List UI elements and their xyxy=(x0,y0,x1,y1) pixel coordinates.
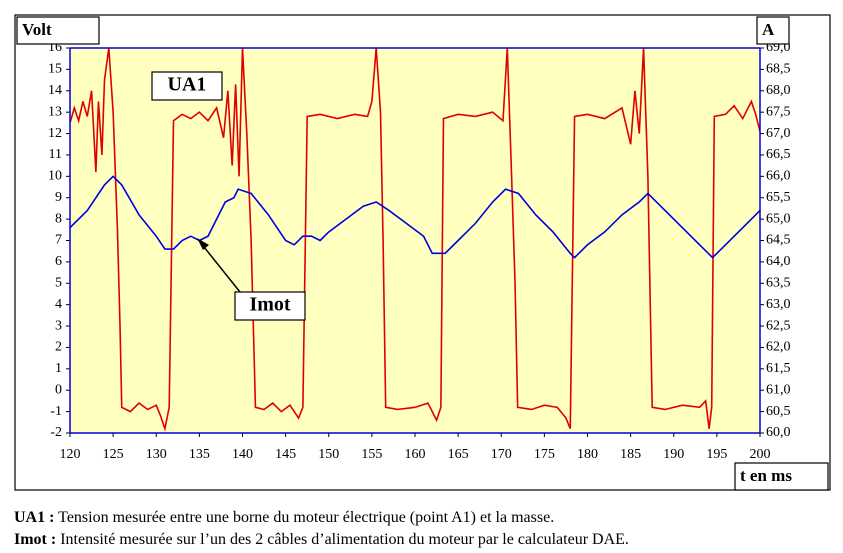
y2-tick-label: 64,0 xyxy=(766,254,791,269)
y-tick-label: 15 xyxy=(48,62,62,77)
caption-line: UA1 : Tension mesurée entre une borne du… xyxy=(14,509,554,526)
y2-tick-label: 64,5 xyxy=(766,233,791,248)
x-tick-label: 135 xyxy=(189,447,210,462)
caption-term: Imot : xyxy=(14,531,56,548)
y-tick-label: 7 xyxy=(55,233,62,248)
y-tick-label: 5 xyxy=(55,275,62,290)
y-tick-label: 4 xyxy=(55,297,62,312)
series-line xyxy=(70,175,760,259)
y-tick-label: 13 xyxy=(48,104,62,119)
y2-axis-label: A xyxy=(762,20,775,39)
x-tick-label: 150 xyxy=(318,447,339,462)
y2-tick-label: 65,5 xyxy=(766,190,791,205)
y2-tick-label: 61,0 xyxy=(766,382,791,397)
x-tick-label: 140 xyxy=(232,447,253,462)
x-label-box xyxy=(734,462,829,491)
x-tick-label: 180 xyxy=(577,447,598,462)
y-tick-label: 3 xyxy=(55,318,62,333)
y2-tick-label: 62,5 xyxy=(766,318,791,333)
x-tick-label: 175 xyxy=(534,447,555,462)
x-tick-label: 190 xyxy=(663,447,684,462)
series-label-box xyxy=(234,291,306,321)
x-tick-label: 200 xyxy=(750,447,771,462)
y2-tick-label: 68,5 xyxy=(766,62,791,77)
y2-tick-label: 67,5 xyxy=(766,104,791,119)
y2-tick-label: 62,0 xyxy=(766,340,791,355)
y2-tick-label: 60,0 xyxy=(766,425,791,440)
series-group xyxy=(70,48,760,432)
x-tick-label: 160 xyxy=(405,447,426,462)
y-tick-label: 6 xyxy=(55,254,62,269)
caption-line: Imot : Intensité mesurée sur l’un des 2 … xyxy=(14,531,629,548)
x-tick-label: 130 xyxy=(146,447,167,462)
y2-tick-label: 66,0 xyxy=(766,169,791,184)
y2-tick-label: 63,0 xyxy=(766,297,791,312)
y-tick-label: -2 xyxy=(50,425,62,440)
y2-tick-label: 67,0 xyxy=(766,126,791,141)
x-tick-label: 120 xyxy=(60,447,81,462)
caption-text: Intensité mesurée sur l’un des 2 câbles … xyxy=(60,531,629,548)
x-tick-label: 170 xyxy=(491,447,512,462)
y-tick-label: 9 xyxy=(55,190,62,205)
x-tick-label: 195 xyxy=(706,447,727,462)
y-label-box xyxy=(16,16,100,45)
y-tick-label: 8 xyxy=(55,211,62,226)
y-tick-label: 10 xyxy=(48,169,62,184)
x-tick-label: 185 xyxy=(620,447,641,462)
arrow-head xyxy=(197,238,209,250)
y2-tick-label: 65,0 xyxy=(766,211,791,226)
caption-term: UA1 : xyxy=(14,509,54,526)
y-tick-label: 11 xyxy=(49,147,62,162)
y-axis-label: Volt xyxy=(22,20,52,39)
y-tick-label: 12 xyxy=(48,126,62,141)
y-tick-label: 1 xyxy=(55,361,62,376)
y2-label-box xyxy=(756,16,790,45)
annotation-arrow xyxy=(199,241,241,293)
y2-tick-label: 63,5 xyxy=(766,275,791,290)
series-label: Imot xyxy=(249,294,290,316)
x-tick-label: 165 xyxy=(448,447,469,462)
y2-tick-label: 61,5 xyxy=(766,361,791,376)
series-label: UA1 xyxy=(168,74,207,96)
x-axis-label: t en ms xyxy=(740,466,792,485)
y-tick-label: -1 xyxy=(50,404,62,419)
caption-text: Tension mesurée entre une borne du moteu… xyxy=(58,509,554,526)
series-line xyxy=(70,48,760,432)
y2-tick-label: 68,0 xyxy=(766,83,791,98)
x-tick-label: 125 xyxy=(103,447,124,462)
x-tick-label: 155 xyxy=(361,447,382,462)
y-tick-label: 2 xyxy=(55,340,62,355)
y-tick-label: 0 xyxy=(55,382,62,397)
plot-area: -2-101234567891011121314151660,060,561,0… xyxy=(48,40,791,462)
y2-tick-label: 66,5 xyxy=(766,147,791,162)
y-tick-label: 14 xyxy=(48,83,62,98)
x-tick-label: 145 xyxy=(275,447,296,462)
y2-tick-label: 60,5 xyxy=(766,404,791,419)
series-label-box xyxy=(151,71,223,101)
plot-background xyxy=(69,47,761,434)
